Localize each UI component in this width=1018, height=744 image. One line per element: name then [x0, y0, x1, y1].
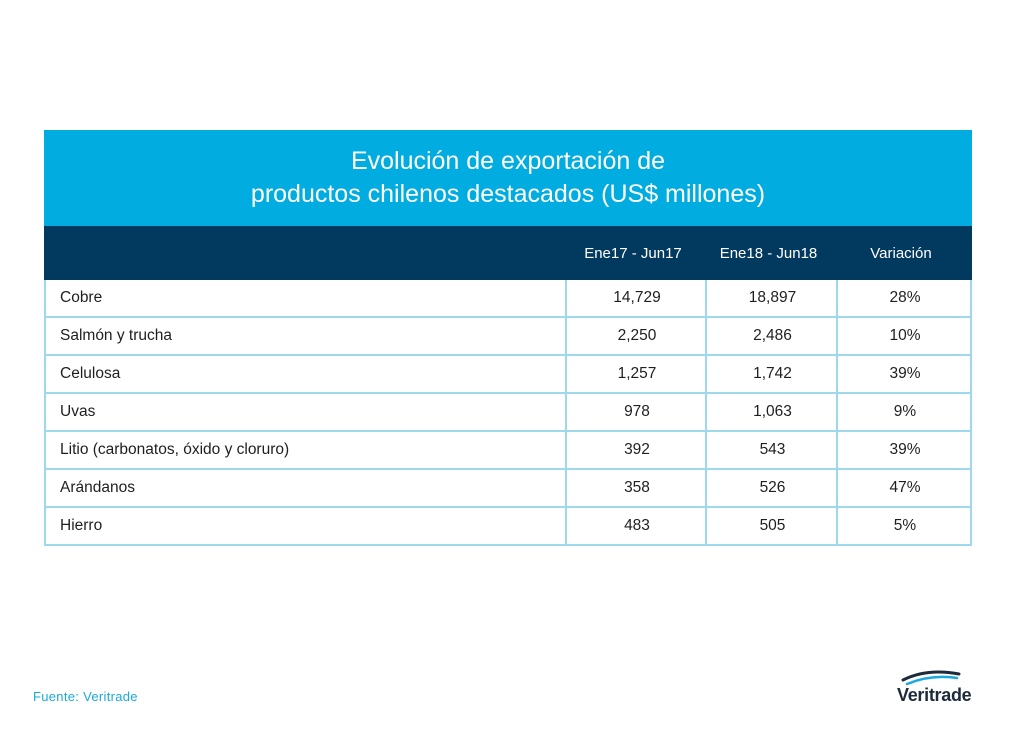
cell-variation: 5%: [836, 508, 972, 544]
cell-2017: 358: [565, 470, 707, 506]
cell-product: Arándanos: [60, 479, 135, 496]
export-table: Evolución de exportación de productos ch…: [44, 130, 972, 546]
cell-2018: 526: [705, 470, 838, 506]
cell-product: Uvas: [60, 403, 96, 420]
cell-product: Litio (carbonatos, óxido y cloruro): [60, 441, 290, 458]
cell-2018: 1,742: [705, 356, 838, 392]
table-body: Cobre 14,729 18,897 28% Salmón y trucha 2,250…: [44, 280, 972, 546]
cell-2017: 2,250: [565, 318, 707, 354]
table-title: Evolución de exportación de productos ch…: [44, 130, 972, 226]
table-title-line-2: productos chilenos destacados (US$ millo…: [250, 180, 766, 208]
cell-2017: 483: [565, 508, 707, 544]
table-row: Celulosa 1,257 1,742 39%: [46, 356, 970, 394]
table-row: Salmón y trucha 2,250 2,486 10%: [46, 318, 970, 356]
veritrade-logo: Veritrade: [897, 668, 987, 712]
table-header-row: Ene17 - Jun17 Ene18 - Jun18 Variación: [44, 226, 972, 280]
cell-2018: 505: [705, 508, 838, 544]
cell-variation: 10%: [836, 318, 972, 354]
column-header-variation: Variación: [870, 244, 932, 262]
cell-2017: 392: [565, 432, 707, 468]
cell-2018: 1,063: [705, 394, 838, 430]
cell-product: Hierro: [60, 517, 103, 534]
cell-variation: 9%: [836, 394, 972, 430]
cell-2018: 18,897: [705, 280, 838, 316]
cell-2018: 2,486: [705, 318, 838, 354]
table-title-line-1: Evolución de exportación de: [350, 147, 666, 175]
cell-2017: 14,729: [565, 280, 707, 316]
veritrade-swoosh-icon: [901, 670, 961, 686]
cell-product: Salmón y trucha: [60, 327, 172, 344]
cell-variation: 39%: [836, 432, 972, 468]
table-row: Litio (carbonatos, óxido y cloruro) 392 54…: [46, 432, 970, 470]
table-row: Uvas 978 1,063 9%: [46, 394, 970, 432]
table-row: Arándanos 358 526 47%: [46, 470, 970, 508]
table-row: Cobre 14,729 18,897 28%: [46, 280, 970, 318]
cell-2017: 1,257: [565, 356, 707, 392]
column-header-2017: Ene17 - Jun17: [584, 244, 682, 262]
cell-variation: 39%: [836, 356, 972, 392]
cell-product: Cobre: [60, 289, 103, 306]
column-header-2018: Ene18 - Jun18: [719, 244, 818, 262]
cell-variation: 28%: [836, 280, 972, 316]
cell-2017: 978: [565, 394, 707, 430]
cell-2018: 543: [705, 432, 838, 468]
logo-text: Veritrade: [897, 685, 972, 705]
table-row: Hierro 483 505 5%: [46, 508, 970, 546]
source-note: Fuente: Veritrade: [33, 689, 138, 704]
cell-variation: 47%: [836, 470, 972, 506]
cell-product: Celulosa: [60, 365, 121, 382]
